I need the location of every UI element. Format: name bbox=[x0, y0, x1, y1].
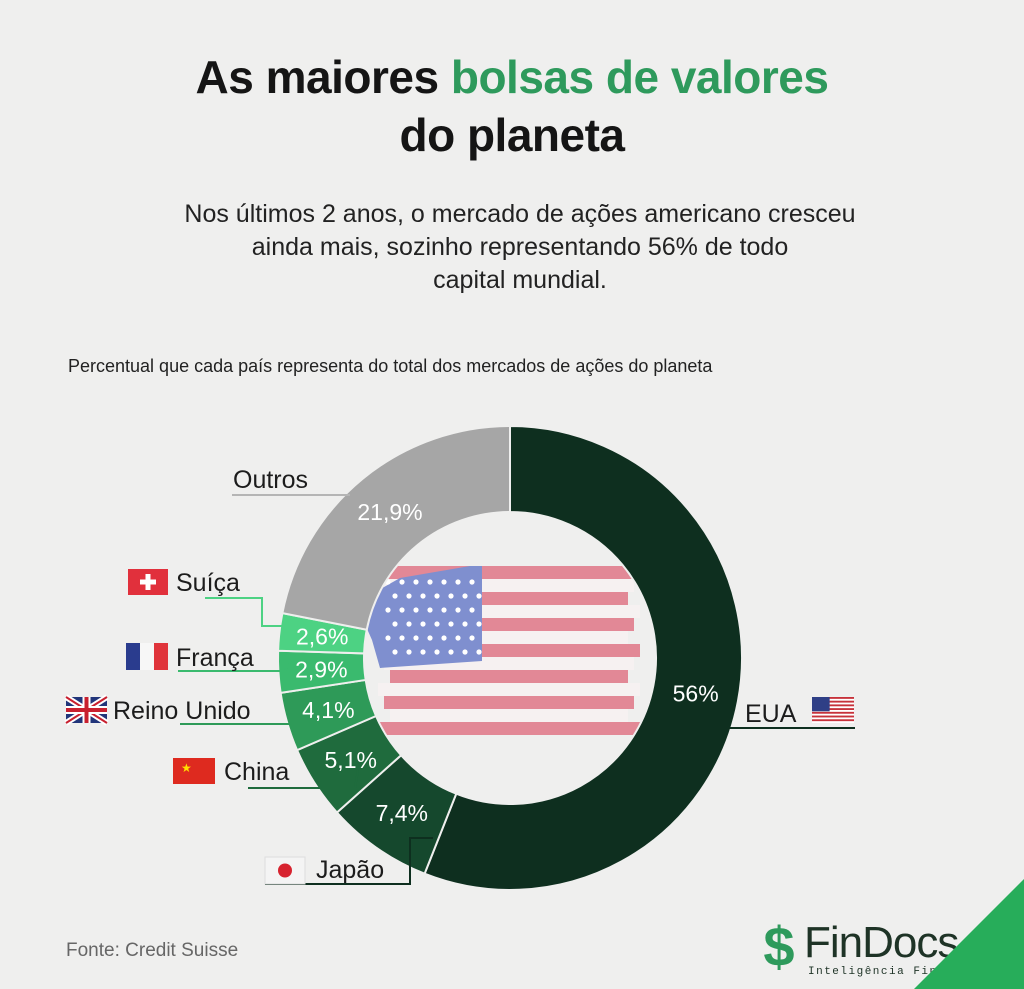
subtitle: Nos últimos 2 anos, o mercado de ações a… bbox=[100, 198, 940, 297]
title-part-1: As maiores bbox=[195, 51, 451, 103]
dollar-logo-icon: $ bbox=[763, 915, 795, 978]
source-note: Fonte: Credit Suisse bbox=[66, 940, 239, 961]
uk-flag-icon bbox=[64, 694, 109, 726]
title-line-2: do planeta bbox=[399, 109, 625, 161]
leader-line-eua bbox=[701, 712, 855, 729]
category-label-franca: França bbox=[176, 644, 254, 672]
slice-eua bbox=[423, 424, 743, 891]
chart-caption: Percentual que cada país representa do t… bbox=[68, 356, 713, 376]
category-label-reino-unido: Reino Unido bbox=[113, 697, 251, 725]
value-label-japao: 7,4% bbox=[376, 800, 428, 826]
svg-text:★: ★ bbox=[181, 761, 192, 775]
value-label-outros: 21,9% bbox=[357, 499, 422, 525]
category-label-suica: Suíça bbox=[176, 569, 240, 597]
value-label-eua: 56% bbox=[673, 680, 719, 706]
category-label-eua: EUA bbox=[745, 700, 797, 728]
switzerland-flag-icon bbox=[128, 569, 168, 595]
page-title: As maiores bolsas de valores do planeta bbox=[0, 48, 1024, 164]
leader-line-reino-unido bbox=[180, 705, 319, 725]
subtitle-line-3: capital mundial. bbox=[433, 266, 607, 294]
value-label-reino-unido: 4,1% bbox=[302, 697, 354, 723]
category-label-outros: Outros bbox=[233, 466, 308, 494]
subtitle-line-2: ainda mais, sozinho representando 56% de… bbox=[251, 233, 789, 261]
japan-flag-icon bbox=[264, 856, 306, 885]
value-label-suica: 2,6% bbox=[296, 624, 348, 650]
value-label-china: 5,1% bbox=[325, 747, 377, 773]
leader-line-suica bbox=[205, 597, 292, 627]
slice-outros bbox=[281, 424, 511, 631]
us-flag-decoration-icon bbox=[364, 566, 640, 735]
china-flag-icon: ★ bbox=[173, 758, 215, 784]
leader-line-china bbox=[248, 769, 359, 789]
category-label-japao: Japão bbox=[316, 856, 384, 884]
subtitle-line-1: Nos últimos 2 anos, o mercado de ações a… bbox=[184, 200, 856, 228]
category-label-china: China bbox=[224, 758, 289, 786]
value-label-franca: 2,9% bbox=[295, 656, 347, 682]
us-flag-icon bbox=[812, 697, 854, 723]
leader-line-japao bbox=[265, 837, 433, 885]
corner-decoration bbox=[914, 879, 1024, 989]
title-accent: bolsas de valores bbox=[450, 51, 829, 103]
france-flag-icon bbox=[126, 643, 168, 670]
leader-line-franca bbox=[178, 653, 296, 672]
title-line-1: As maiores bolsas de valores bbox=[0, 48, 1024, 106]
